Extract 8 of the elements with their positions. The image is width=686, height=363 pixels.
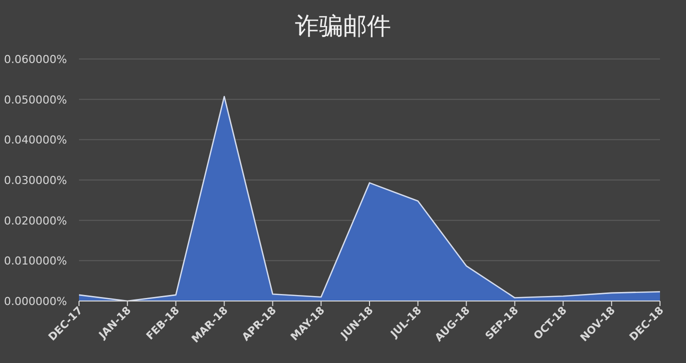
ytick: 0.030000% xyxy=(4,174,67,187)
ytick: 0.050000% xyxy=(4,93,67,106)
title: 诈骗邮件 xyxy=(295,12,391,40)
ytick: 0.000000% xyxy=(4,295,67,308)
ytick: 0.010000% xyxy=(4,254,67,268)
ytick: 0.060000% xyxy=(4,53,67,66)
ytick: 0.040000% xyxy=(4,134,67,147)
ytick: 0.020000% xyxy=(4,214,67,228)
